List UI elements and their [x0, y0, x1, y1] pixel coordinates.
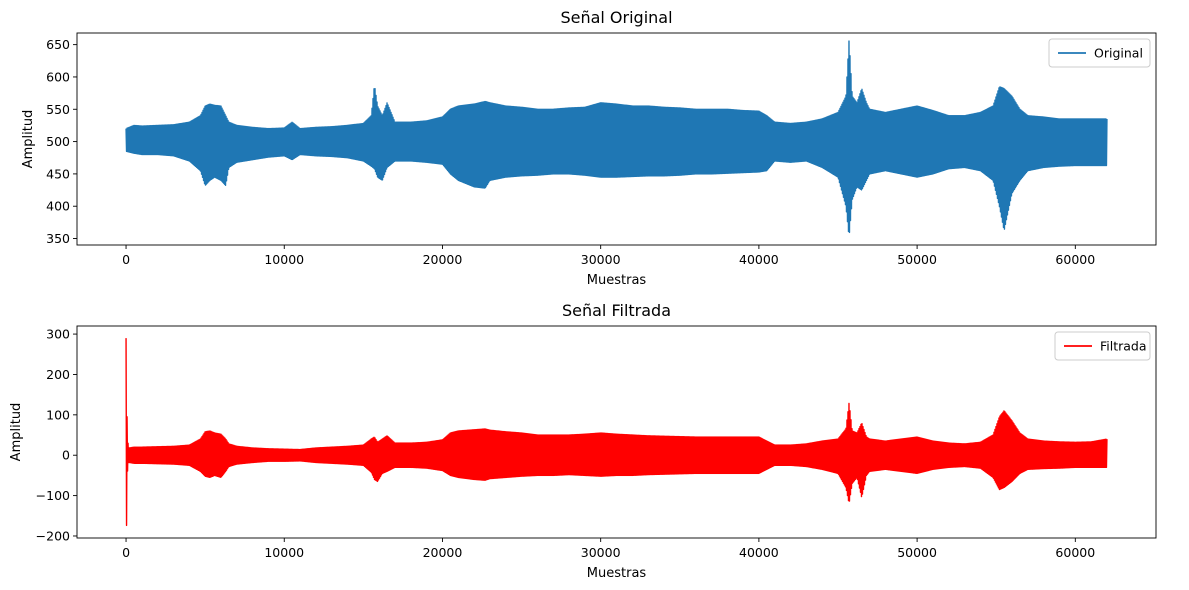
x-tick-label: 50000 — [897, 545, 937, 560]
axes-frame — [76, 325, 1157, 539]
legend: Original — [1048, 38, 1151, 68]
x-tick-label: 10000 — [264, 545, 304, 560]
x-tick-label: 30000 — [581, 545, 621, 560]
y-tick-label: 550 — [46, 102, 70, 117]
x-tick-label: 60000 — [1055, 545, 1095, 560]
y-tick-label: −100 — [36, 488, 70, 503]
x-axis-label: Muestras — [587, 566, 647, 581]
legend: Filtrada — [1054, 331, 1151, 361]
y-tick-label: 650 — [46, 37, 70, 52]
x-axis-label: Muestras — [587, 273, 647, 288]
x-tick-label: 10000 — [264, 252, 304, 267]
legend-label: Original — [1094, 46, 1143, 61]
legend-box — [1054, 331, 1151, 361]
y-tick-label: 450 — [46, 166, 70, 181]
filtered-signal-plot: Señal Filtrada 0 10000 20000 30000 40000 50000… — [9, 301, 1157, 581]
original-signal-plot: Señal Original 0 10000 20000 30000 40000 50000… — [21, 8, 1157, 288]
x-tick-label: 50000 — [897, 252, 937, 267]
x-tick-label: 40000 — [739, 252, 779, 267]
chart-title: Señal Filtrada — [562, 301, 671, 320]
y-tick-label: 500 — [46, 134, 70, 149]
x-tick-label: 40000 — [739, 545, 779, 560]
axes-frame — [76, 32, 1157, 246]
x-tick-label: 0 — [122, 545, 130, 560]
x-tick-label: 30000 — [581, 252, 621, 267]
x-tick-label: 20000 — [423, 545, 463, 560]
y-axis-label: Amplitud — [9, 403, 24, 462]
y-axis-label: Amplitud — [21, 110, 36, 169]
y-tick-label: 600 — [46, 69, 70, 84]
series-line-filtrada — [125, 338, 1108, 527]
y-tick-label: 100 — [46, 407, 70, 422]
y-tick-label: 300 — [46, 327, 70, 342]
chart-title: Señal Original — [560, 8, 672, 27]
y-tick-label: −200 — [36, 528, 70, 543]
x-tick-label: 60000 — [1055, 252, 1095, 267]
x-tick-label: 0 — [122, 252, 130, 267]
series-line-original — [125, 40, 1108, 234]
y-tick-label: 400 — [46, 199, 70, 214]
legend-box — [1048, 38, 1151, 68]
y-tick-label: 0 — [62, 448, 70, 463]
legend-label: Filtrada — [1100, 339, 1147, 354]
y-tick-label: 350 — [46, 231, 70, 246]
y-tick-label: 200 — [46, 367, 70, 382]
x-tick-label: 20000 — [423, 252, 463, 267]
